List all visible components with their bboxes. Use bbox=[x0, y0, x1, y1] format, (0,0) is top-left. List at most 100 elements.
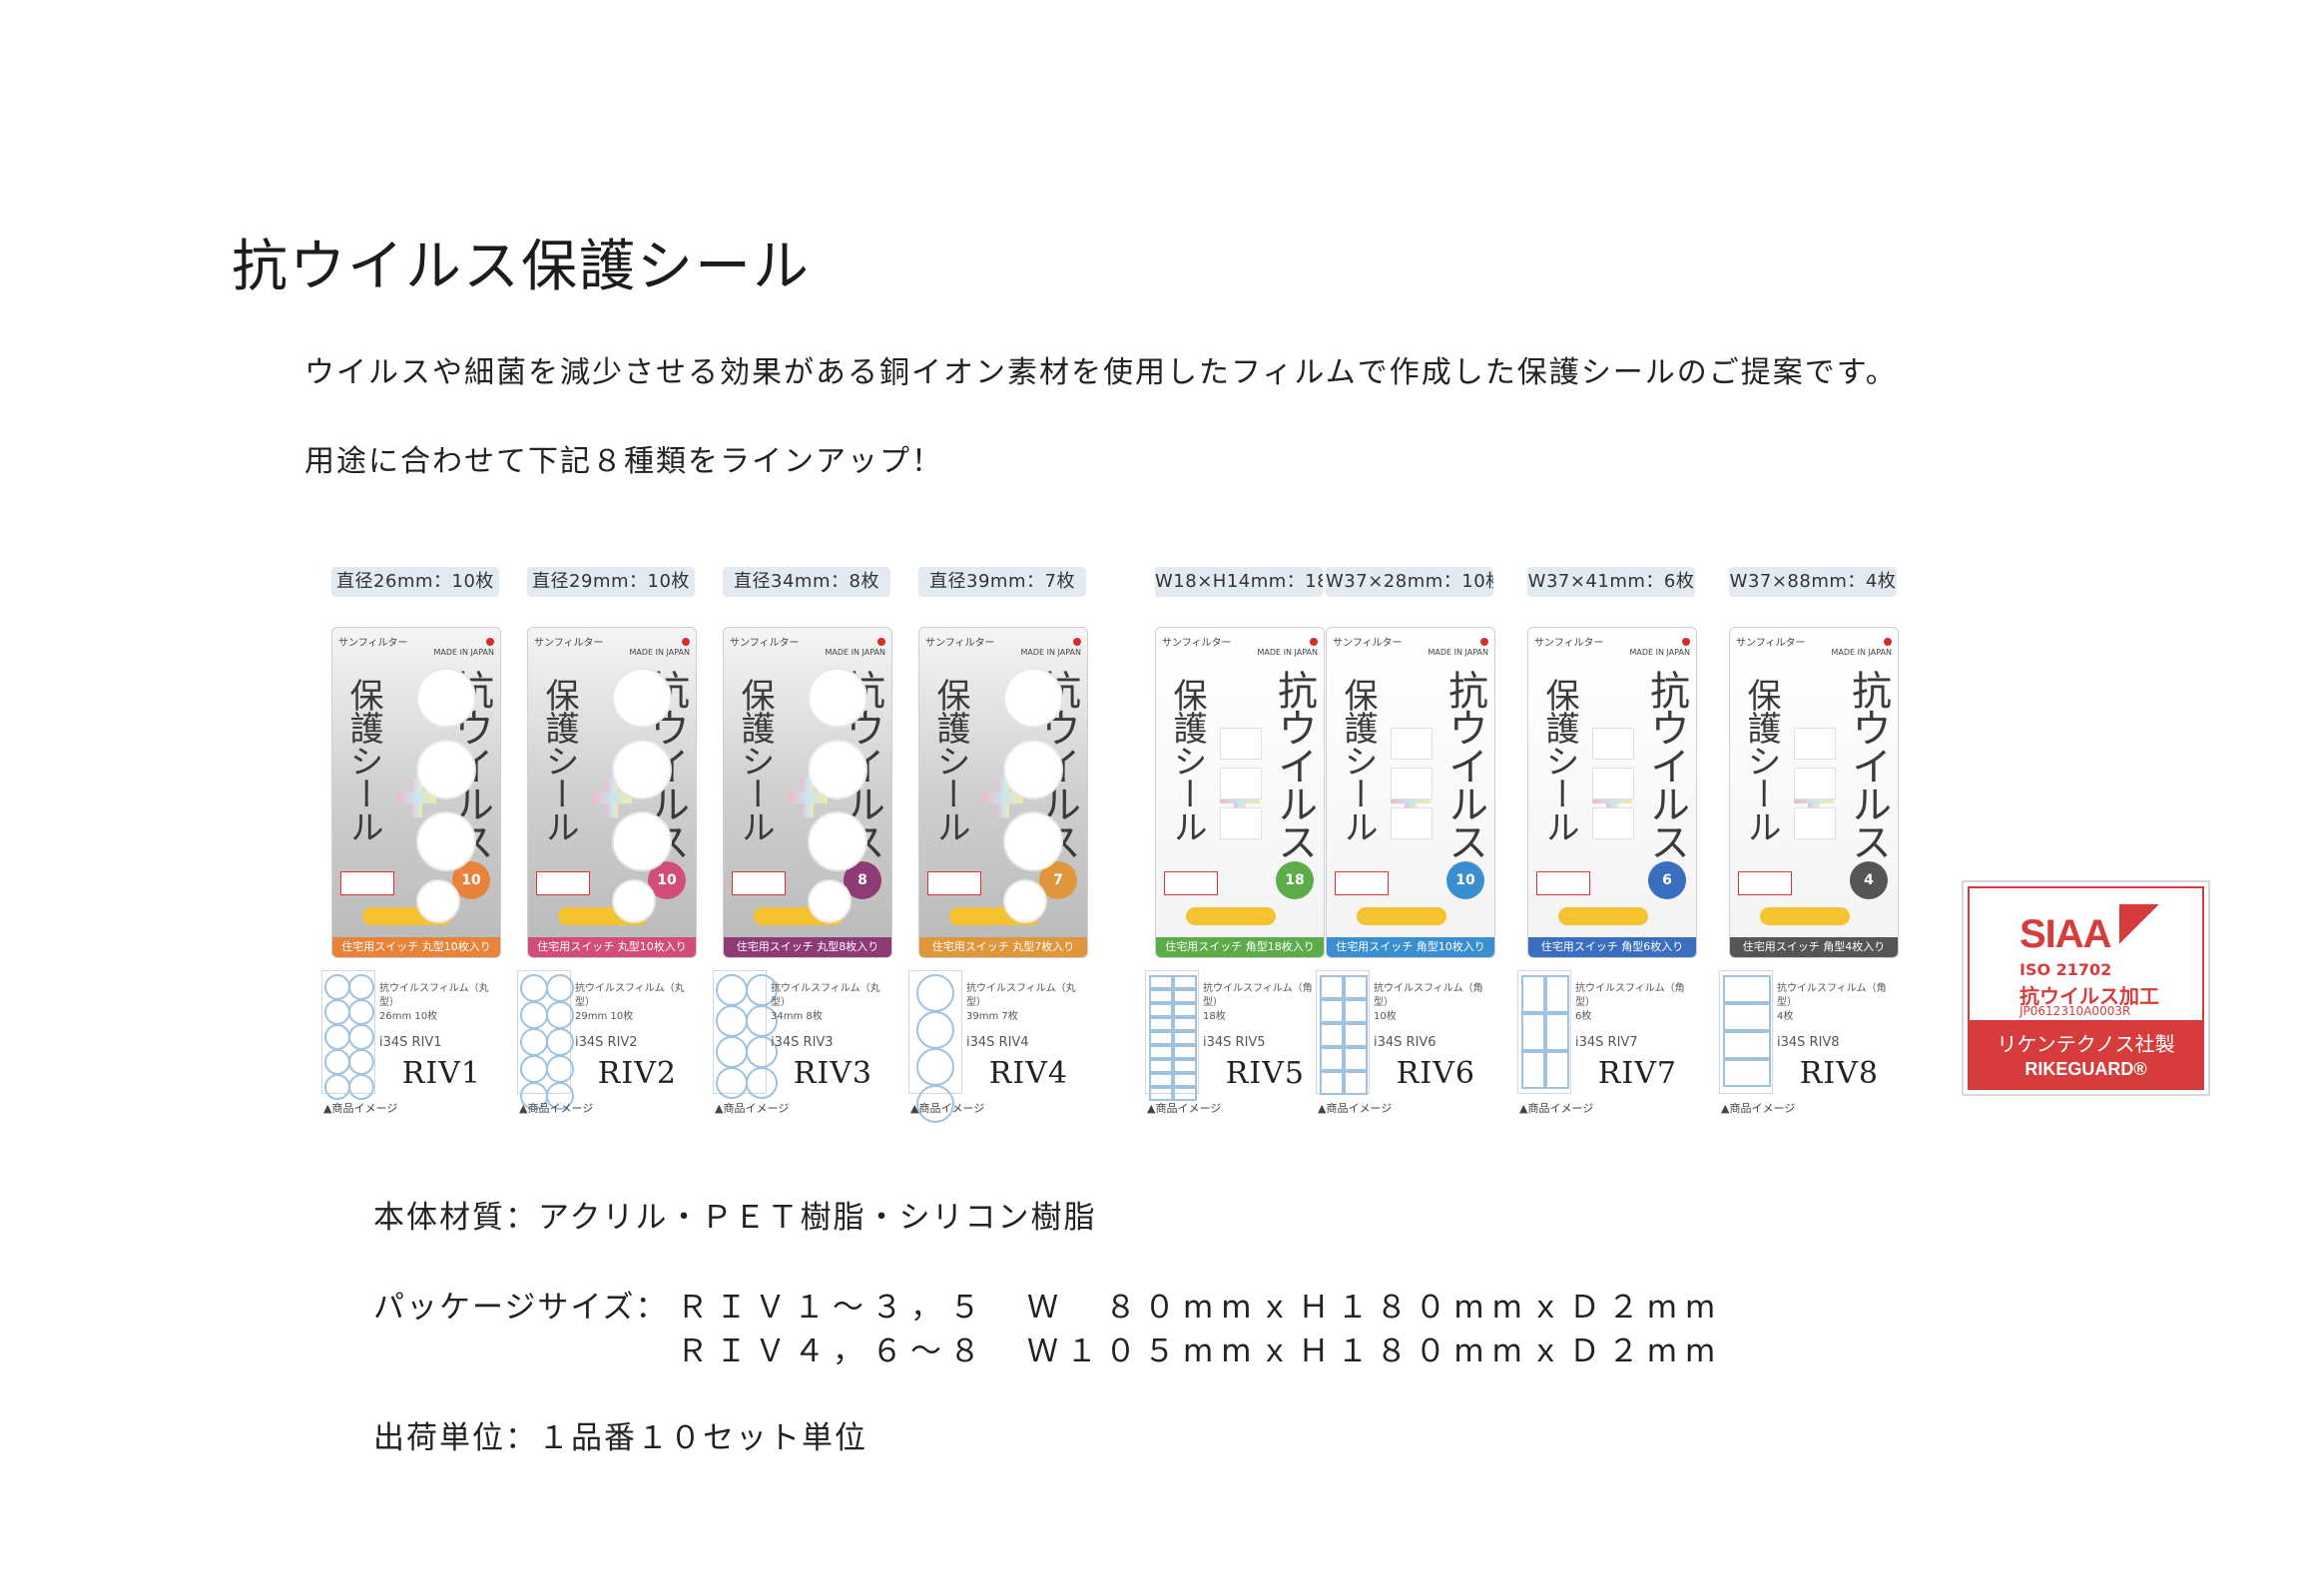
package-title-vertical: 抗ウイルス bbox=[1441, 670, 1487, 859]
package-subtitle-vertical: 保護シール bbox=[1167, 678, 1207, 842]
square-seal-icon bbox=[1220, 768, 1262, 799]
image-caption: ▲商品イメージ bbox=[1721, 1102, 1796, 1115]
sheet-square-icon bbox=[1521, 975, 1545, 1013]
sheet-square-icon bbox=[1344, 1023, 1368, 1047]
sheet-square-icon bbox=[1545, 1051, 1569, 1089]
square-seal-icon bbox=[1592, 807, 1634, 839]
sheet-line2: 29mm 10枚 bbox=[575, 1011, 634, 1022]
made-in-japan-label: MADE IN JAPAN bbox=[1630, 638, 1690, 658]
sheet-circle-icon bbox=[916, 1048, 954, 1086]
sheet-line2: 4枚 bbox=[1777, 1011, 1794, 1022]
package-image: サンフィルター MADE IN JAPAN 抗ウイルス 保護シール 18 住宅用… bbox=[1155, 627, 1325, 958]
seal-sheet: 抗ウイルスフィルム（丸型） 34mm 8枚 i34S RIV3 RIV3 ▲商品… bbox=[713, 968, 880, 1115]
siaa-registration: JP0612310A0003R bbox=[2019, 1004, 2131, 1018]
sheet-square-icon bbox=[1545, 975, 1569, 1013]
product-package: 直径26mm：10枚 サンフィルター MADE IN JAPAN 抗ウイルス 保… bbox=[331, 567, 501, 958]
sheet-circle-icon bbox=[348, 974, 374, 1000]
circle-seal-icon bbox=[1003, 811, 1063, 871]
package-image: サンフィルター MADE IN JAPAN 抗ウイルス 保護シール 10 住宅用… bbox=[527, 627, 697, 958]
seal-sheet: 抗ウイルスフィルム（角型） 10枚 i34S RIV6 RIV6 ▲商品イメージ bbox=[1316, 968, 1485, 1115]
sheet-square-icon bbox=[1344, 1071, 1368, 1095]
brand-label: サンフィルター bbox=[534, 638, 604, 649]
model-number: RIV7 bbox=[1597, 1056, 1677, 1091]
product-package: W37×28mm：10枚 サンフィルター MADE IN JAPAN 抗ウイルス… bbox=[1326, 567, 1495, 958]
circle-seal-icon bbox=[612, 879, 656, 923]
sheet-circle-icon bbox=[520, 1055, 548, 1083]
sheet-square-icon bbox=[1344, 975, 1368, 999]
square-seal-icon bbox=[1592, 768, 1634, 799]
count-badge: 4 bbox=[1850, 861, 1888, 899]
product-code: i34S RIV6 bbox=[1374, 1035, 1437, 1050]
sheet-line2: 34mm 8枚 bbox=[771, 1011, 823, 1022]
sheet-square-icon bbox=[1173, 1031, 1197, 1045]
package-subtitle-vertical: 保護シール bbox=[930, 678, 970, 842]
sheet-circle-icon bbox=[546, 1082, 574, 1110]
seal-sheet: 抗ウイルスフィルム（丸型） 29mm 10枚 i34S RIV2 RIV2 ▲商… bbox=[517, 968, 685, 1115]
sheet-image bbox=[1145, 970, 1199, 1101]
sheet-image bbox=[517, 970, 574, 1110]
sheet-line1: 抗ウイルスフィルム（角型） bbox=[1575, 983, 1685, 1008]
product-code: i34S RIV5 bbox=[1203, 1035, 1266, 1050]
count-badge: 10 bbox=[1446, 861, 1484, 899]
size-tag: W18×H14mm：18枚 bbox=[1155, 567, 1323, 597]
sheet-square-icon bbox=[1344, 1047, 1368, 1071]
package-image: サンフィルター MADE IN JAPAN 抗ウイルス 保護シール 10 住宅用… bbox=[1326, 627, 1495, 958]
model-number: RIV8 bbox=[1799, 1056, 1879, 1091]
sheet-line1: 抗ウイルスフィルム（丸型） bbox=[575, 983, 685, 1008]
count-badge: 18 bbox=[1276, 861, 1314, 899]
image-caption: ▲商品イメージ bbox=[1147, 1102, 1222, 1115]
package-image: サンフィルター MADE IN JAPAN 抗ウイルス 保護シール 6 住宅用ス… bbox=[1527, 627, 1697, 958]
package-title-vertical: 抗ウイルス bbox=[1271, 670, 1317, 859]
made-in-japan-label: MADE IN JAPAN bbox=[1021, 638, 1081, 658]
circle-seal-icon bbox=[808, 740, 867, 799]
made-in-japan-label: MADE IN JAPAN bbox=[826, 638, 885, 658]
sheet-circle-icon bbox=[324, 1049, 350, 1075]
package-usage-bar: 住宅用スイッチ 丸型7枚入り bbox=[919, 937, 1087, 957]
sheet-info: 抗ウイルスフィルム（丸型） 26mm 10枚 i34S RIV1 bbox=[379, 982, 491, 1050]
sheet-circle-icon bbox=[324, 1024, 350, 1050]
sheet-info: 抗ウイルスフィルム（角型） 10枚 i34S RIV6 bbox=[1374, 982, 1485, 1050]
circle-seal-icon bbox=[612, 668, 672, 728]
package-usage-bar: 住宅用スイッチ 角型6枚入り bbox=[1528, 937, 1696, 957]
sheet-square-icon bbox=[1173, 1003, 1197, 1017]
product-package: 直径34mm：8枚 サンフィルター MADE IN JAPAN 抗ウイルス 保護… bbox=[723, 567, 892, 958]
sheet-square-icon bbox=[1173, 1073, 1197, 1087]
square-seal-icon bbox=[1391, 807, 1433, 839]
siaa-brand: RIKEGUARD® bbox=[2024, 1059, 2147, 1079]
sheet-info: 抗ウイルスフィルム（角型） 4枚 i34S RIV8 bbox=[1777, 982, 1889, 1050]
product-code: i34S RIV1 bbox=[379, 1035, 442, 1050]
sheet-square-icon bbox=[1173, 1017, 1197, 1031]
sheet-circle-icon bbox=[716, 1067, 748, 1099]
sheet-circle-icon bbox=[324, 974, 350, 1000]
sheet-circle-icon bbox=[716, 1036, 748, 1068]
sheet-line1: 抗ウイルスフィルム（丸型） bbox=[771, 983, 880, 1008]
square-seal-icon bbox=[1220, 807, 1262, 839]
sheet-info: 抗ウイルスフィルム（角型） 18枚 i34S RIV5 bbox=[1203, 982, 1315, 1050]
sheet-line2: 26mm 10枚 bbox=[379, 1011, 438, 1022]
siaa-certification-mark: SIAA ISO 21702 抗ウイルス加工 JP0612310A0003R リ… bbox=[1962, 880, 2210, 1096]
package-image: サンフィルター MADE IN JAPAN 抗ウイルス 保護シール 8 住宅用ス… bbox=[723, 627, 892, 958]
model-number: RIV4 bbox=[988, 1056, 1068, 1091]
sheet-circle-icon bbox=[746, 1067, 778, 1099]
square-seal-icon bbox=[1391, 768, 1433, 799]
siaa-company: リケンテクノス社製 bbox=[1997, 1032, 2175, 1056]
sheet-square-icon bbox=[1173, 1059, 1197, 1073]
spec-package-line1: ＲＩＶ１～３，５ Ｗ ８０mmｘＨ１８０mmｘＤ２mm bbox=[677, 1290, 1724, 1326]
count-badge: 6 bbox=[1648, 861, 1686, 899]
sheet-square-icon bbox=[1723, 1003, 1771, 1031]
sheet-square-icon bbox=[1723, 1059, 1771, 1087]
made-in-japan-label: MADE IN JAPAN bbox=[1832, 638, 1892, 658]
product-package: W37×88mm：4枚 サンフィルター MADE IN JAPAN 抗ウイルス … bbox=[1729, 567, 1899, 958]
sheet-square-icon bbox=[1149, 1087, 1173, 1101]
sheet-circle-icon bbox=[324, 1074, 350, 1100]
image-caption: ▲商品イメージ bbox=[519, 1102, 594, 1115]
package-image: サンフィルター MADE IN JAPAN 抗ウイルス 保護シール 7 住宅用ス… bbox=[918, 627, 1088, 958]
sheet-square-icon bbox=[1149, 1059, 1173, 1073]
product-code: i34S RIV8 bbox=[1777, 1035, 1840, 1050]
made-in-japan-label: MADE IN JAPAN bbox=[630, 638, 690, 658]
image-caption: ▲商品イメージ bbox=[323, 1102, 398, 1115]
package-title-vertical: 抗ウイルス bbox=[1643, 670, 1689, 859]
sheet-line1: 抗ウイルスフィルム（丸型） bbox=[379, 983, 489, 1008]
sheet-image bbox=[908, 970, 962, 1123]
seal-sheet: 抗ウイルスフィルム（丸型） 39mm 7枚 i34S RIV4 RIV4 ▲商品… bbox=[908, 968, 1076, 1123]
